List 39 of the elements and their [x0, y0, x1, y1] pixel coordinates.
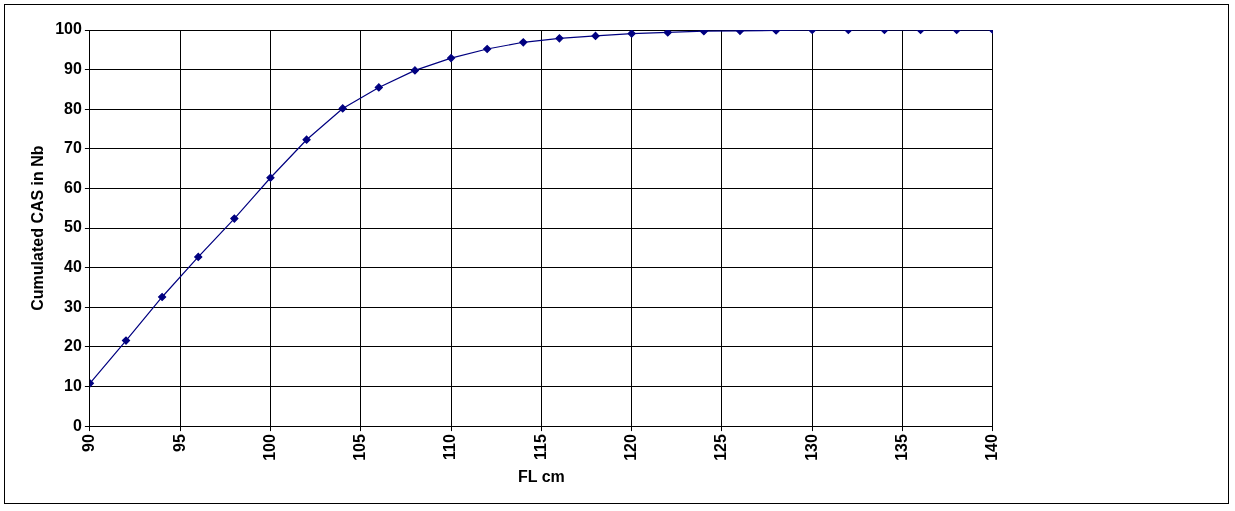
- x-tick-label: 115: [531, 434, 549, 460]
- y-axis-title: Cumulated CAS in Nb: [29, 145, 47, 311]
- point: [483, 44, 492, 54]
- y-tick-label: 0: [72, 416, 82, 434]
- x-tick-label: 130: [802, 434, 820, 461]
- point: [591, 31, 600, 41]
- point: [627, 30, 636, 38]
- point: [410, 66, 420, 75]
- x-tick-label: 95: [170, 434, 188, 452]
- y-tick-label: 90: [64, 60, 82, 78]
- point: [230, 214, 239, 223]
- y-tick-label: 100: [55, 20, 82, 38]
- x-tick-label: 105: [351, 434, 369, 461]
- y-tick-label: 20: [64, 337, 82, 355]
- y-tick-label: 60: [64, 178, 82, 196]
- y-tick-label: 40: [64, 258, 82, 276]
- x-tick-label: 100: [260, 434, 278, 461]
- point: [302, 135, 311, 144]
- y-tick-label: 70: [64, 139, 82, 157]
- x-tick-label: 135: [892, 434, 910, 461]
- point: [338, 104, 347, 113]
- y-tick-label: 50: [64, 218, 82, 236]
- y-tick-label: 10: [64, 376, 82, 394]
- point: [663, 30, 672, 37]
- point: [519, 38, 528, 47]
- y-tick-label: 80: [64, 99, 82, 117]
- x-tick-label: 140: [983, 434, 1001, 461]
- point: [194, 252, 203, 262]
- point: [158, 292, 167, 302]
- point: [446, 54, 456, 63]
- x-axis-title: FL cm: [517, 467, 565, 485]
- point: [266, 173, 275, 182]
- point: [555, 34, 564, 43]
- y-tick-label: 30: [64, 297, 82, 315]
- point: [374, 83, 383, 92]
- x-tick-label: 90: [80, 434, 98, 452]
- x-tick-label: 120: [622, 434, 640, 461]
- x-tick-label: 125: [712, 434, 730, 461]
- x-tick-label: 110: [441, 434, 459, 460]
